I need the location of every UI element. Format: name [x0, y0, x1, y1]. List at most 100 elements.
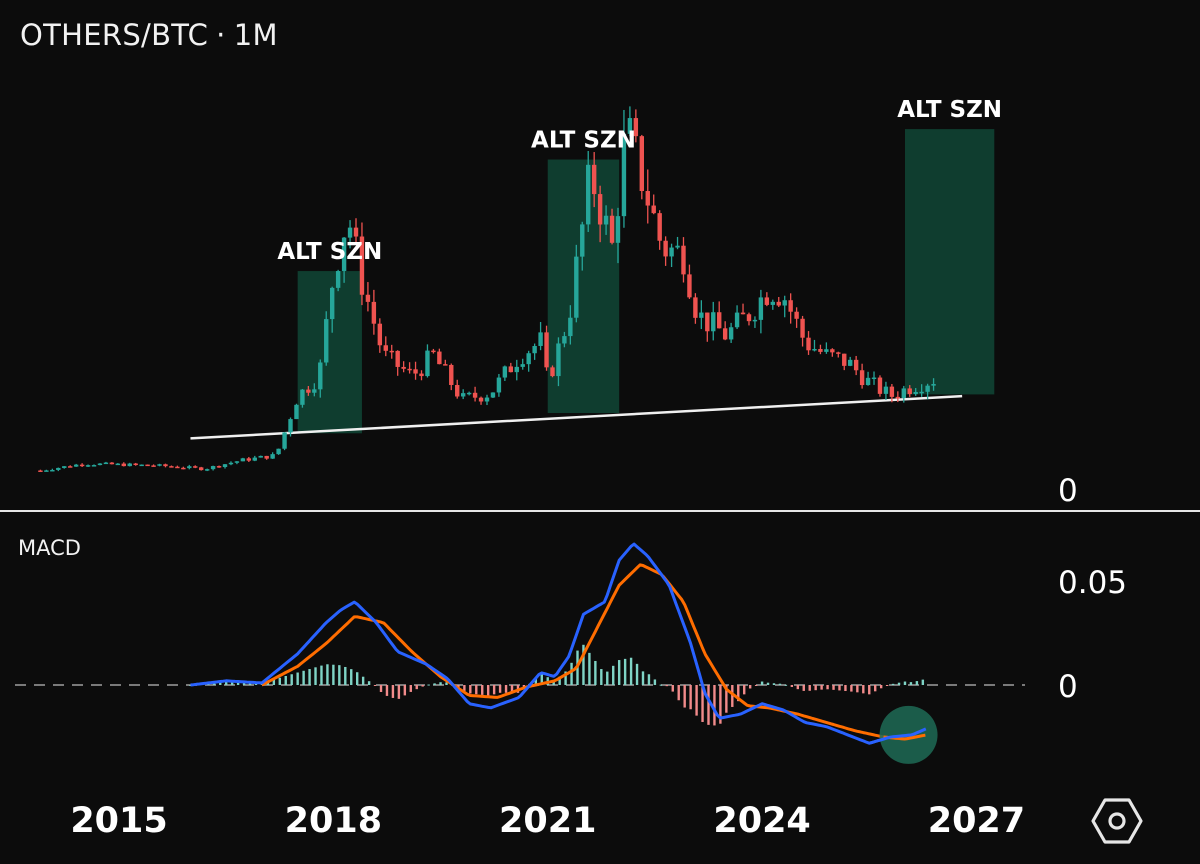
candle-body[interactable]	[437, 351, 442, 365]
candle-body[interactable]	[663, 240, 668, 257]
candle-body[interactable]	[717, 312, 722, 329]
candle-body[interactable]	[318, 362, 323, 390]
candle-body[interactable]	[758, 297, 764, 320]
candle-body[interactable]	[109, 462, 115, 465]
candle-body[interactable]	[877, 377, 883, 394]
candle-body[interactable]	[740, 312, 746, 315]
candle-body[interactable]	[264, 455, 269, 459]
macd-indicator-label[interactable]: MACD	[18, 536, 81, 560]
candle-body[interactable]	[502, 366, 508, 378]
candle-body[interactable]	[294, 404, 299, 420]
candle-body[interactable]	[651, 205, 656, 214]
candle-body[interactable]	[514, 366, 519, 373]
candle-body[interactable]	[324, 319, 329, 363]
candle-body[interactable]	[347, 227, 353, 238]
candle-body[interactable]	[56, 467, 61, 470]
candle-body[interactable]	[711, 312, 716, 332]
interval-label[interactable]: 1M	[233, 18, 278, 52]
candle-body[interactable]	[127, 463, 132, 467]
candle-body[interactable]	[913, 391, 918, 395]
candle-body[interactable]	[693, 297, 698, 318]
candle-body[interactable]	[812, 348, 817, 351]
candle-body[interactable]	[645, 191, 650, 206]
candle-body[interactable]	[312, 389, 317, 393]
candle-body[interactable]	[848, 359, 853, 366]
candle-body[interactable]	[329, 287, 335, 320]
candle-body[interactable]	[234, 461, 240, 463]
candle-body[interactable]	[562, 336, 567, 344]
candle-body[interactable]	[204, 469, 210, 471]
candle-body[interactable]	[842, 353, 847, 366]
candle-body[interactable]	[246, 458, 252, 461]
trendline[interactable]	[190, 394, 963, 440]
candle-body[interactable]	[752, 319, 758, 322]
candle-body[interactable]	[395, 350, 400, 367]
candle-body[interactable]	[633, 118, 639, 137]
candle-body[interactable]	[550, 367, 555, 377]
candle-body[interactable]	[853, 359, 859, 371]
candle-body[interactable]	[895, 396, 901, 399]
candle-body[interactable]	[603, 215, 609, 225]
candle-body[interactable]	[407, 368, 412, 371]
candle-body[interactable]	[44, 470, 49, 472]
candle-body[interactable]	[193, 466, 198, 468]
candle-body[interactable]	[91, 465, 97, 467]
candle-body[interactable]	[300, 389, 305, 405]
candle-body[interactable]	[443, 364, 448, 366]
alt-szn-zone-1[interactable]	[297, 271, 362, 434]
candle-body[interactable]	[591, 164, 597, 195]
candle-body[interactable]	[556, 343, 561, 377]
candle-body[interactable]	[240, 458, 246, 462]
candle-body[interactable]	[79, 464, 85, 467]
candle-body[interactable]	[359, 236, 365, 295]
candle-body[interactable]	[794, 311, 799, 319]
candle-body[interactable]	[413, 369, 418, 374]
candle-body[interactable]	[216, 466, 222, 468]
candle-body[interactable]	[883, 386, 889, 394]
candle-body[interactable]	[73, 464, 79, 467]
candle-body[interactable]	[478, 397, 484, 402]
candle-body[interactable]	[68, 466, 73, 468]
candle-body[interactable]	[288, 419, 293, 433]
candle-body[interactable]	[568, 317, 573, 337]
candle-body[interactable]	[460, 393, 466, 397]
candle-body[interactable]	[800, 318, 805, 338]
candle-body[interactable]	[746, 314, 752, 322]
candle-body[interactable]	[865, 377, 871, 386]
candle-body[interactable]	[252, 457, 257, 461]
candle-body[interactable]	[806, 337, 811, 351]
candle-body[interactable]	[335, 271, 341, 288]
candle-body[interactable]	[705, 312, 710, 332]
candle-body[interactable]	[198, 467, 204, 471]
candle-body[interactable]	[258, 455, 263, 458]
candle-body[interactable]	[681, 245, 686, 275]
candle-body[interactable]	[341, 237, 347, 272]
candle-body[interactable]	[181, 467, 186, 470]
candle-body[interactable]	[830, 349, 835, 353]
candle-body[interactable]	[353, 227, 359, 237]
candle-body[interactable]	[699, 312, 704, 318]
alt-szn-zone-3[interactable]	[904, 129, 995, 395]
candle-body[interactable]	[455, 384, 460, 397]
candle-body[interactable]	[306, 389, 311, 393]
signal-line[interactable]	[261, 563, 927, 741]
candle-body[interactable]	[377, 323, 383, 346]
candle-body[interactable]	[139, 464, 144, 467]
candle-body[interactable]	[931, 384, 936, 386]
candle-body[interactable]	[151, 465, 156, 467]
candle-body[interactable]	[824, 349, 829, 352]
candle-body[interactable]	[609, 215, 615, 243]
candle-body[interactable]	[597, 194, 603, 225]
candle-body[interactable]	[788, 300, 793, 312]
candle-body[interactable]	[50, 469, 55, 472]
candle-body[interactable]	[687, 274, 692, 298]
candle-body[interactable]	[532, 345, 537, 354]
candle-body[interactable]	[115, 463, 121, 466]
candle-body[interactable]	[669, 247, 674, 257]
candle-body[interactable]	[276, 448, 281, 455]
candle-body[interactable]	[657, 213, 662, 241]
candle-body[interactable]	[145, 464, 150, 467]
candle-body[interactable]	[389, 350, 394, 353]
candle-body[interactable]	[133, 463, 138, 466]
candle-body[interactable]	[484, 397, 490, 402]
